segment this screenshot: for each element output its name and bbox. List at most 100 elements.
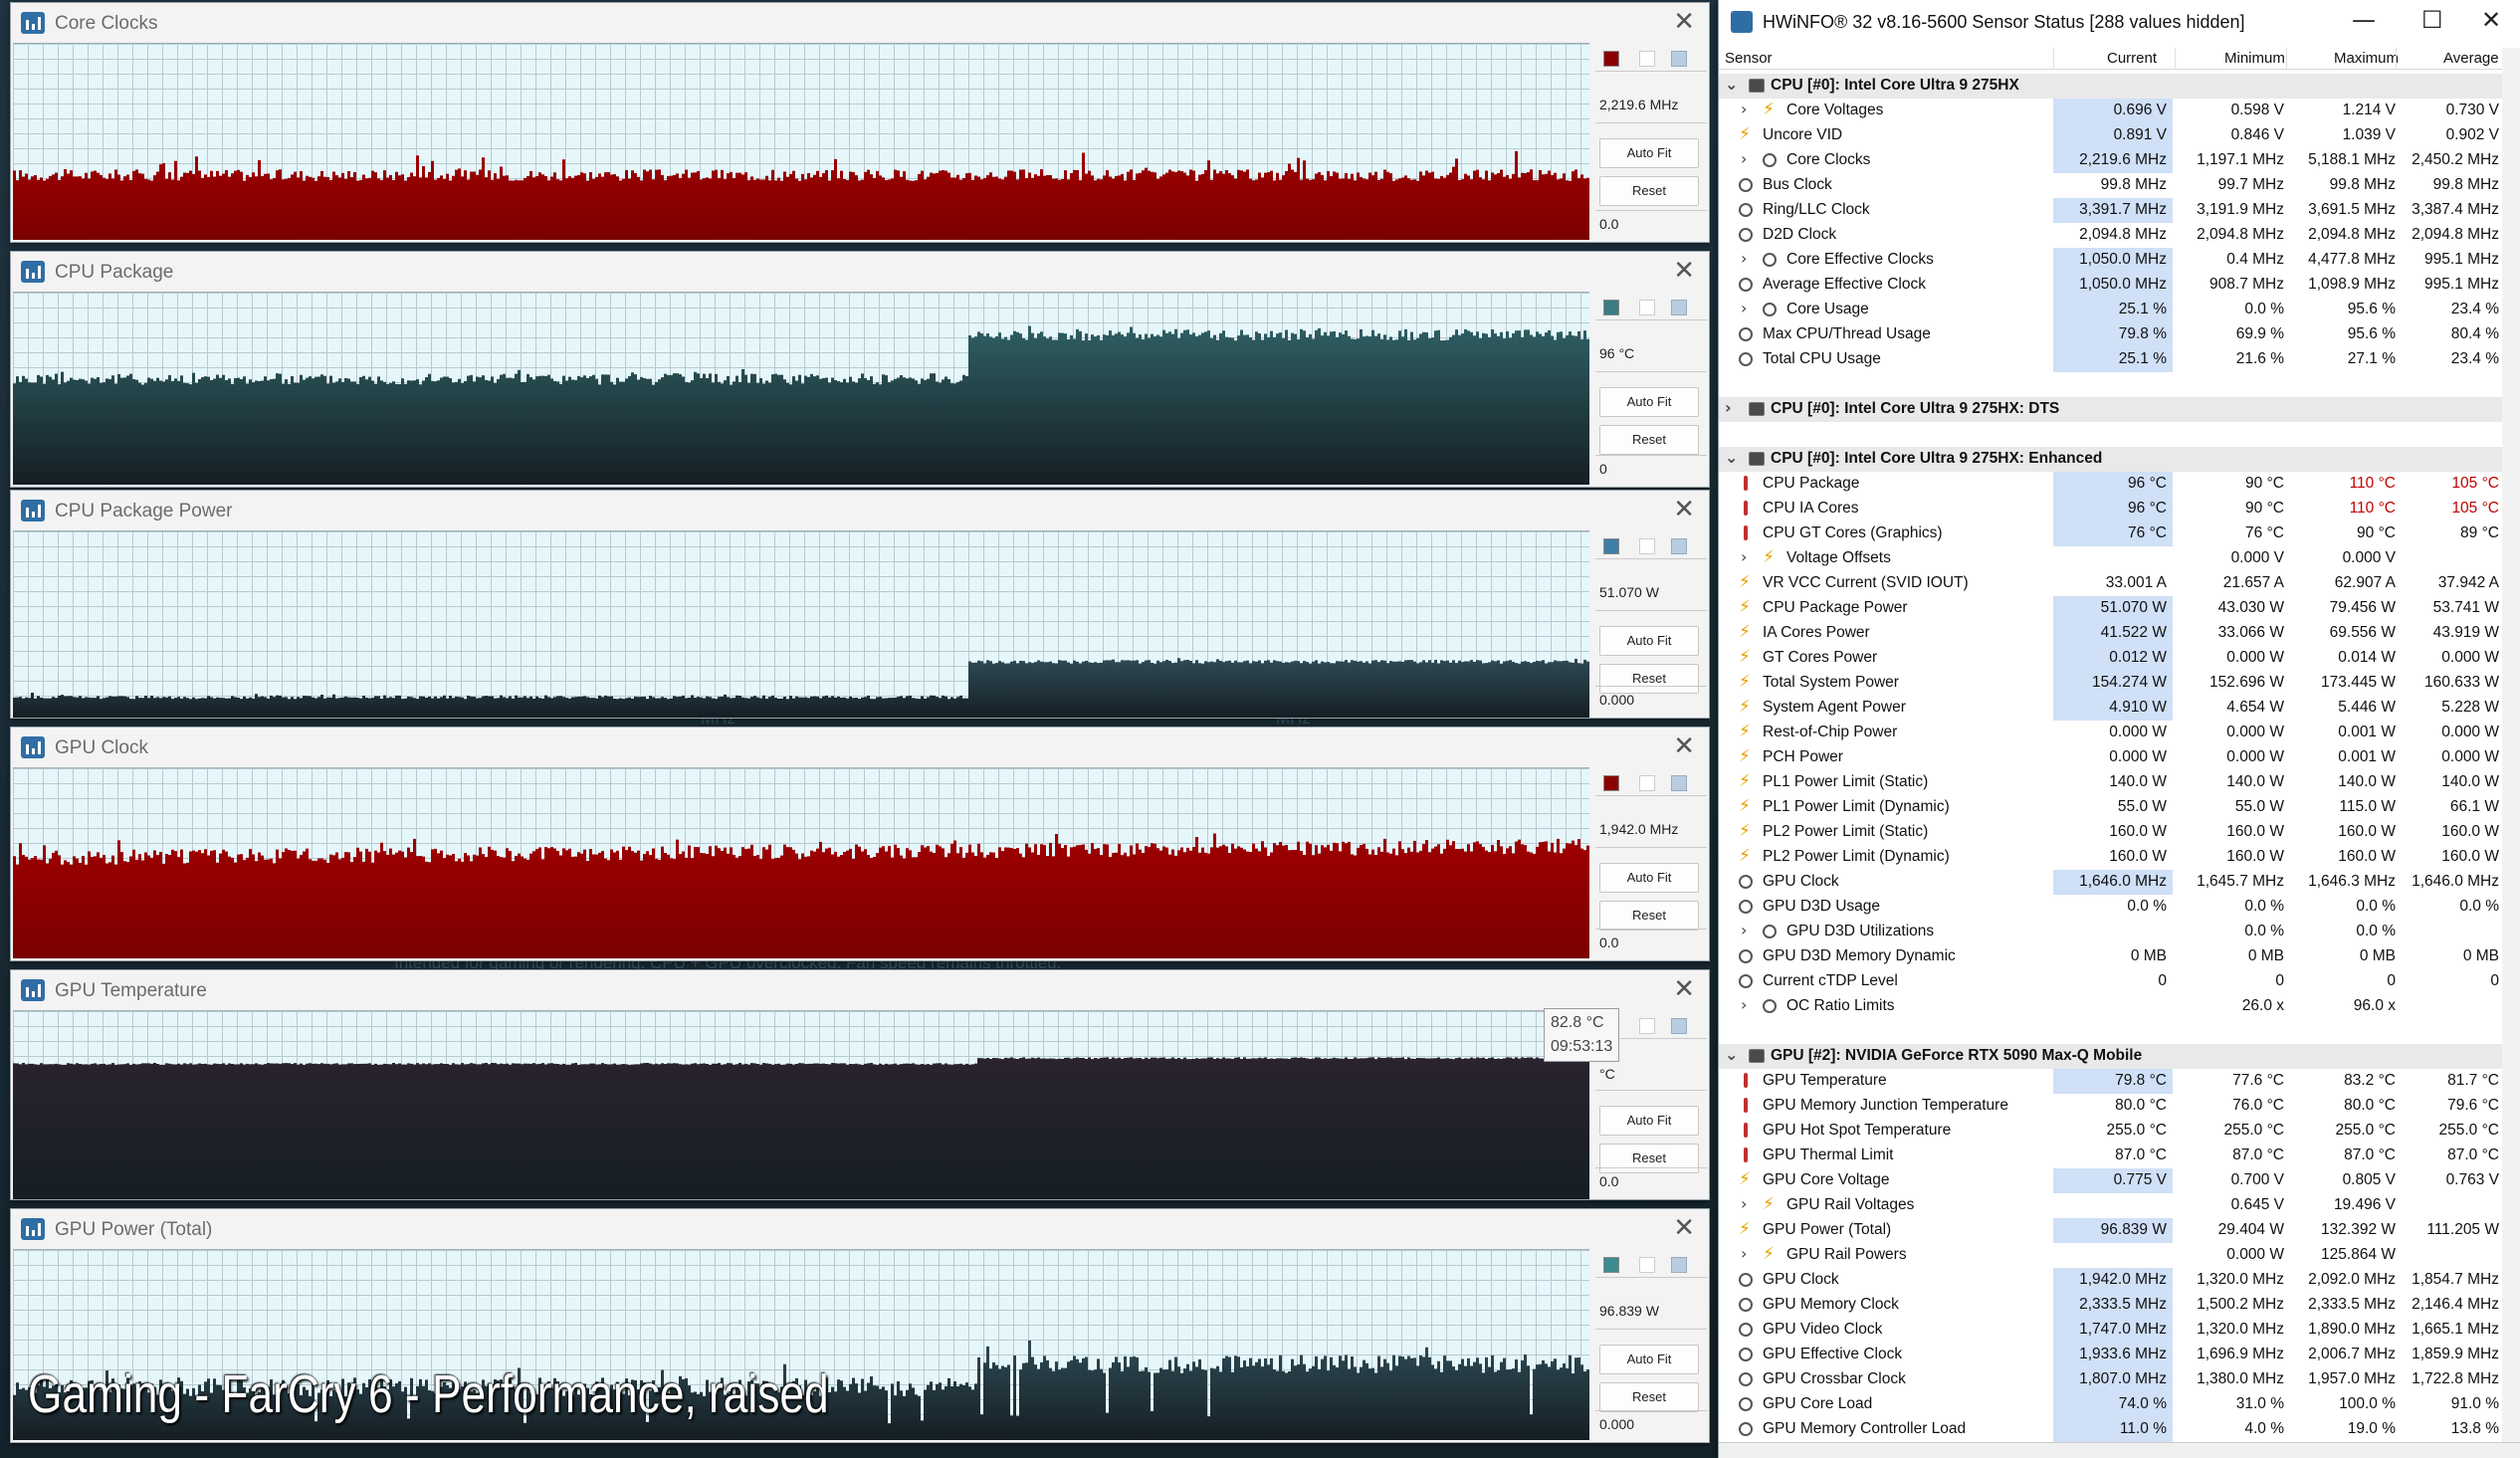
swatch[interactable]	[1639, 1257, 1655, 1273]
minimize-icon[interactable]: —	[2352, 6, 2376, 34]
graph-titlebar[interactable]: GPU Clock ✕	[11, 728, 1709, 767]
graph-titlebar[interactable]: CPU Package Power ✕	[11, 491, 1709, 530]
auto-fit-button[interactable]: Auto Fit	[1599, 1345, 1699, 1374]
reset-button[interactable]: Reset	[1599, 425, 1699, 455]
expand-chevron-icon[interactable]: ›	[1741, 100, 1748, 118]
sensor-group-row[interactable]: ⌄ CPU [#0]: Intel Core Ultra 9 275HX	[1719, 74, 2503, 99]
sensor-row[interactable]: ⚡ VR VCC Current (SVID IOUT) 33.001 A 21.65…	[1719, 571, 2503, 596]
series-color-swatch[interactable]	[1603, 1257, 1619, 1273]
sensor-row[interactable]: Current cTDP Level 0 0 0 0	[1719, 969, 2503, 994]
graph-titlebar[interactable]: CPU Package ✕	[11, 252, 1709, 292]
sensor-row[interactable]: ⚡ PL1 Power Limit (Dynamic) 55.0 W 55.0 W 11…	[1719, 795, 2503, 820]
sensor-row[interactable]: ⚡ PL1 Power Limit (Static) 140.0 W 140.0 W 1…	[1719, 770, 2503, 795]
close-icon[interactable]: ✕	[1673, 731, 1695, 761]
maximize-icon[interactable]: ☐	[2421, 6, 2443, 34]
sensor-row[interactable]: ⚡ IA Cores Power 41.522 W 33.066 W 69.556 W 4…	[1719, 621, 2503, 646]
sensor-row[interactable]: GPU Crossbar Clock 1,807.0 MHz 1,380.0 MHz…	[1719, 1367, 2503, 1392]
sensor-row[interactable]: GPU Memory Clock 2,333.5 MHz 1,500.2 MHz 2,…	[1719, 1293, 2503, 1318]
expand-chevron-icon[interactable]: ›	[1741, 921, 1748, 939]
expand-chevron-icon[interactable]: ›	[1741, 299, 1748, 317]
sensor-row[interactable]: ⚡ GPU Power (Total) 96.839 W 29.404 W 132.39…	[1719, 1218, 2503, 1243]
expand-chevron-icon[interactable]: ›	[1741, 1244, 1748, 1263]
sensor-row[interactable]: ⚡ PL2 Power Limit (Static) 160.0 W 160.0 W 1…	[1719, 820, 2503, 845]
sensor-row[interactable]: ⚡ CPU Package Power 51.070 W 43.030 W 79.456…	[1719, 596, 2503, 621]
sensor-row[interactable]: GPU Memory Controller Load 11.0 % 4.0 % 19.…	[1719, 1417, 2503, 1442]
sensor-row[interactable]: GPU Core Load 74.0 % 31.0 % 100.0 % 91.0 %	[1719, 1392, 2503, 1417]
sensor-row[interactable]: › ⚡ GPU Rail Powers 0.000 W 125.864 W	[1719, 1243, 2503, 1268]
reset-button[interactable]: Reset	[1599, 1382, 1699, 1412]
reset-button[interactable]: Reset	[1599, 901, 1699, 931]
sensor-row[interactable]: Bus Clock 99.8 MHz 99.7 MHz 99.8 MHz 99.8 MH…	[1719, 173, 2503, 198]
series-color-swatch[interactable]	[1603, 300, 1619, 315]
reset-button[interactable]: Reset	[1599, 1144, 1699, 1173]
graph-titlebar[interactable]: GPU Power (Total) ✕	[11, 1209, 1709, 1249]
swatch[interactable]	[1639, 775, 1655, 791]
reset-button[interactable]: Reset	[1599, 664, 1699, 694]
sensor-row[interactable]: GPU D3D Usage 0.0 % 0.0 % 0.0 % 0.0 %	[1719, 895, 2503, 920]
swatch[interactable]	[1671, 300, 1687, 315]
swatch[interactable]	[1671, 1257, 1687, 1273]
column-header-maximum[interactable]: Maximum	[2334, 50, 2400, 67]
expand-chevron-icon[interactable]: ›	[1741, 249, 1748, 268]
column-header-current[interactable]: Current	[2107, 50, 2158, 67]
auto-fit-button[interactable]: Auto Fit	[1599, 626, 1699, 656]
swatch[interactable]	[1671, 51, 1687, 67]
expand-chevron-icon[interactable]: ›	[1741, 547, 1748, 566]
sensor-group-row[interactable]: ⌄ GPU [#2]: NVIDIA GeForce RTX 5090 Max-Q…	[1719, 1044, 2503, 1069]
sensor-row[interactable]: ⚡ System Agent Power 4.910 W 4.654 W 5.446 W…	[1719, 696, 2503, 721]
sensor-row[interactable]: › Core Effective Clocks 1,050.0 MHz 0.4 MHz…	[1719, 248, 2503, 273]
column-header-minimum[interactable]: Minimum	[2224, 50, 2285, 67]
swatch[interactable]	[1671, 538, 1687, 554]
close-icon[interactable]: ✕	[2481, 6, 2502, 34]
sensor-group-row[interactable]: ⌄ CPU [#0]: Intel Core Ultra 9 275HX: Enh…	[1719, 447, 2503, 472]
sensor-row[interactable]: › Core Clocks 2,219.6 MHz 1,197.1 MHz 5,188.…	[1719, 148, 2503, 173]
sensor-row[interactable]: D2D Clock 2,094.8 MHz 2,094.8 MHz 2,094.8 M…	[1719, 223, 2503, 248]
sensor-row[interactable]: Average Effective Clock 1,050.0 MHz 908.7 …	[1719, 273, 2503, 298]
expand-chevron-icon[interactable]: ›	[1725, 398, 1732, 417]
auto-fit-button[interactable]: Auto Fit	[1599, 1106, 1699, 1136]
sensor-row[interactable]: › Core Usage 25.1 % 0.0 % 95.6 % 23.4 %	[1719, 298, 2503, 322]
collapse-chevron-icon[interactable]: ⌄	[1725, 448, 1739, 467]
reset-button[interactable]: Reset	[1599, 176, 1699, 206]
sensor-row[interactable]: Ring/LLC Clock 3,391.7 MHz 3,191.9 MHz 3,69…	[1719, 198, 2503, 223]
sensor-row[interactable]: › OC Ratio Limits 26.0 x 96.0 x	[1719, 994, 2503, 1019]
sensor-row[interactable]: ⚡ PCH Power 0.000 W 0.000 W 0.001 W 0.000 W	[1719, 745, 2503, 770]
sensor-row[interactable]: › ⚡ Core Voltages 0.696 V 0.598 V 1.214 V 0.73…	[1719, 99, 2503, 123]
sensor-group-row[interactable]: › CPU [#0]: Intel Core Ultra 9 275HX: DTS	[1719, 397, 2503, 422]
series-color-swatch[interactable]	[1603, 51, 1619, 67]
auto-fit-button[interactable]: Auto Fit	[1599, 387, 1699, 417]
hwinfo-titlebar[interactable]: HWiNFO® 32 v8.16-5600 Sensor Status [288…	[1719, 0, 2520, 44]
sensor-row[interactable]: GPU Video Clock 1,747.0 MHz 1,320.0 MHz 1,8…	[1719, 1318, 2503, 1343]
series-color-swatch[interactable]	[1603, 775, 1619, 791]
collapse-chevron-icon[interactable]: ⌄	[1725, 1045, 1739, 1064]
sensor-row[interactable]: GPU Temperature 79.8 °C 77.6 °C 83.2 °C 81.7…	[1719, 1069, 2503, 1094]
sensor-row[interactable]: GPU Effective Clock 1,933.6 MHz 1,696.9 MH…	[1719, 1343, 2503, 1367]
sensor-row[interactable]: ⚡ Uncore VID 0.891 V 0.846 V 1.039 V 0.902 V	[1719, 123, 2503, 148]
close-icon[interactable]: ✕	[1673, 495, 1695, 524]
close-icon[interactable]: ✕	[1673, 974, 1695, 1004]
swatch[interactable]	[1639, 300, 1655, 315]
expand-chevron-icon[interactable]: ›	[1741, 995, 1748, 1014]
sensor-row[interactable]: CPU GT Cores (Graphics) 76 °C 76 °C 90 °C 89…	[1719, 521, 2503, 546]
sensor-row[interactable]: CPU IA Cores 96 °C 90 °C 110 °C 105 °C	[1719, 497, 2503, 521]
sensor-row[interactable]: ⚡ GPU Core Voltage 0.775 V 0.700 V 0.805 V 0.…	[1719, 1168, 2503, 1193]
close-icon[interactable]: ✕	[1673, 256, 1695, 286]
sensor-row[interactable]: › GPU D3D Utilizations 0.0 % 0.0 %	[1719, 920, 2503, 944]
sensor-row[interactable]: ⚡ Rest-of-Chip Power 0.000 W 0.000 W 0.001 W…	[1719, 721, 2503, 745]
close-icon[interactable]: ✕	[1673, 1213, 1695, 1243]
sensor-row[interactable]: GPU Clock 1,942.0 MHz 1,320.0 MHz 2,092.0 M…	[1719, 1268, 2503, 1293]
vertical-scrollbar[interactable]	[2502, 48, 2520, 1442]
sensor-row[interactable]: GPU Thermal Limit 87.0 °C 87.0 °C 87.0 °C 87…	[1719, 1144, 2503, 1168]
sensor-row[interactable]: ⚡ Total System Power 154.274 W 152.696 W 173…	[1719, 671, 2503, 696]
sensor-row[interactable]: GPU Clock 1,646.0 MHz 1,645.7 MHz 1,646.3 M…	[1719, 870, 2503, 895]
expand-chevron-icon[interactable]: ›	[1741, 149, 1748, 168]
sensor-row[interactable]: ⚡ GT Cores Power 0.012 W 0.000 W 0.014 W 0.00…	[1719, 646, 2503, 671]
column-header-average[interactable]: Average	[2443, 50, 2499, 67]
sensor-row[interactable]: GPU Memory Junction Temperature 80.0 °C 76…	[1719, 1094, 2503, 1119]
swatch[interactable]	[1671, 1018, 1687, 1034]
sensor-row[interactable]: CPU Package 96 °C 90 °C 110 °C 105 °C	[1719, 472, 2503, 497]
auto-fit-button[interactable]: Auto Fit	[1599, 138, 1699, 168]
collapse-chevron-icon[interactable]: ⌄	[1725, 75, 1739, 94]
sensor-row[interactable]: Total CPU Usage 25.1 % 21.6 % 27.1 % 23.4 %	[1719, 347, 2503, 372]
auto-fit-button[interactable]: Auto Fit	[1599, 863, 1699, 893]
